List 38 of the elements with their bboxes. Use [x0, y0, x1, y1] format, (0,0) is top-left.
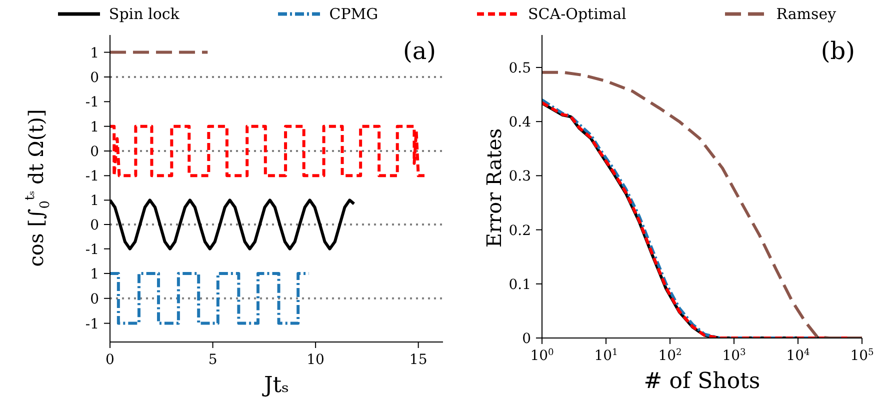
y-tick-label: 0.5: [508, 60, 531, 76]
x-tick-label: 5: [208, 352, 218, 368]
x-tick-label: 10$^{5}$: [850, 348, 874, 364]
y-tick-label: -1: [85, 316, 99, 332]
x-tick-label: 10$^{4}$: [786, 348, 810, 364]
y-axis-title: Error Rates: [482, 128, 506, 248]
x-tick-label: 10$^{3}$: [722, 348, 746, 364]
y-tick-label: -1: [85, 242, 99, 258]
legend-label: CPMG: [329, 5, 378, 23]
y-tick-label: 0.3: [508, 168, 531, 185]
line-series: [110, 124, 426, 178]
y-tick-label: 0: [90, 291, 99, 308]
y-tick-label: 1: [90, 266, 99, 282]
x-tick-label: 0: [106, 352, 114, 368]
x-axis-title: # of Shots: [644, 369, 760, 394]
annotation: (a): [402, 37, 436, 65]
y-tick-label: 1: [90, 119, 99, 136]
y-tick-label: 0: [90, 144, 99, 160]
x-axis-title: Jtₛ: [262, 373, 290, 398]
y-tick-label: 0.4: [508, 114, 532, 131]
y-tick-label: 0: [90, 70, 99, 86]
y-tick-label: 1: [90, 45, 99, 62]
annotation: (b): [820, 37, 855, 65]
y-tick-label: -1: [85, 94, 99, 111]
legend-label: Spin lock: [108, 5, 180, 23]
legend-label: SCA-Optimal: [528, 5, 626, 23]
x-tick-label: 10$^{2}$: [658, 348, 682, 364]
legend-label: Ramsey: [776, 5, 836, 23]
y-tick-label: 0: [90, 218, 99, 234]
x-tick-label: 10$^{1}$: [594, 348, 618, 364]
x-tick-label: 15: [409, 352, 428, 368]
y-tick-label: 1: [90, 193, 99, 210]
y-tick-label: 0: [522, 331, 531, 347]
y-tick-label: -1: [85, 168, 99, 185]
x-tick-label: 10: [306, 352, 324, 368]
y-tick-label: 0.1: [508, 276, 531, 293]
x-tick-label: 10$^{0}$: [530, 348, 554, 364]
y-tick-label: 0.2: [508, 222, 531, 239]
